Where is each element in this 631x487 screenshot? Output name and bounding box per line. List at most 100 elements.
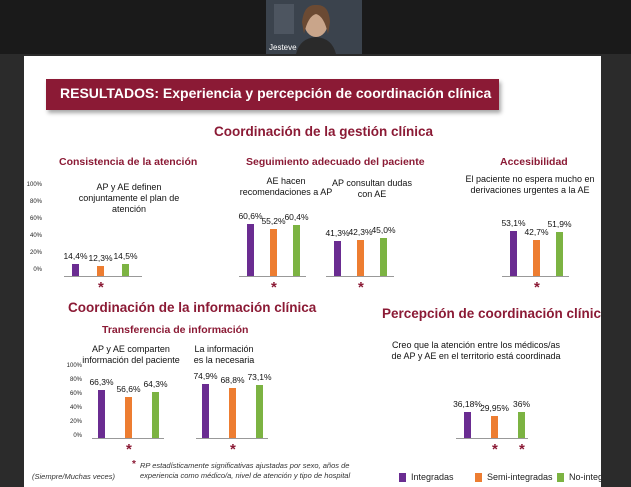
bar-value-label: 66,3% xyxy=(89,377,114,388)
bar-charts: 14,4% 12,3% 14,5% * 60,6% 55,2% 60,4% * 41,3% 42,… xyxy=(24,56,601,487)
bar-value-label: 29,95% xyxy=(480,403,509,414)
bar-value-label: 42,3% xyxy=(348,227,373,238)
y-tick: 40% xyxy=(69,405,82,411)
bar-value-label: 36,18% xyxy=(453,398,482,409)
bar-value-label: 36% xyxy=(512,399,530,410)
chart-bar xyxy=(293,224,300,276)
bar-value-label: 74,9% xyxy=(193,371,218,382)
chart-bar xyxy=(357,240,364,276)
bar-value-label: 60,6% xyxy=(238,211,263,222)
legend-label: Semi-integradas xyxy=(487,472,553,482)
footnote-asterisk: * xyxy=(132,459,136,470)
bar-value-label: 42,7% xyxy=(524,226,549,237)
chart-bar xyxy=(247,224,254,276)
question-recomendaciones: AE hacen recomendaciones a AP xyxy=(239,176,333,197)
chart-bar xyxy=(556,231,563,276)
y-tick: 80% xyxy=(69,377,82,383)
chart-baseline xyxy=(239,276,306,277)
question-consultan-dudas: AP consultan dudas con AE xyxy=(332,178,412,199)
chart-bar xyxy=(464,411,471,438)
bar-value-label: 51,9% xyxy=(547,218,572,229)
chart-bar xyxy=(122,263,129,276)
chart-bar xyxy=(202,384,209,438)
slide-title: RESULTADOS: Experiencia y percepción de … xyxy=(60,85,492,101)
participant-name: Jesteve xyxy=(269,43,297,52)
question-coordinada: Creo que la atención entre los médicos/a… xyxy=(391,340,561,361)
y-tick: 20% xyxy=(29,250,42,256)
significance-asterisk: * xyxy=(534,279,540,296)
y-tick: 20% xyxy=(69,419,82,425)
significance-asterisk: * xyxy=(358,279,364,296)
legend-swatch-no xyxy=(557,473,564,482)
chart-bar xyxy=(256,385,263,438)
chart-bar xyxy=(270,229,277,276)
bar-value-label: 53,1% xyxy=(501,217,526,228)
webcam-thumbnail[interactable]: Jesteve xyxy=(266,0,362,54)
footnote-significance: RP estadísticamente significativas ajust… xyxy=(140,461,351,480)
significance-asterisk: * xyxy=(519,441,525,458)
chart-bar xyxy=(125,397,132,438)
bar-value-label: 60,4% xyxy=(284,211,309,222)
y-axis-bottom: 100% 80% 60% 40% 20% 0% xyxy=(66,363,86,443)
section-title-gestion: Coordinación de la gestión clínica xyxy=(214,124,434,139)
legend-label: Integradas xyxy=(411,472,454,482)
bar-value-label: 45,0% xyxy=(371,224,396,235)
chart-bar xyxy=(97,265,104,276)
chart-bar xyxy=(72,263,79,276)
y-tick: 0% xyxy=(33,267,42,273)
legend-swatch-integradas xyxy=(399,473,406,482)
chart-bar xyxy=(510,230,517,276)
bar-value-label: 14,4% xyxy=(63,250,88,261)
bar-value-label: 56,6% xyxy=(116,384,141,395)
significance-asterisk: * xyxy=(98,279,104,296)
significance-asterisk: * xyxy=(271,279,277,296)
section-title-informacion: Coordinación de la información clínica xyxy=(68,300,317,315)
question-necesaria: La información es la necesaria xyxy=(193,344,255,365)
chart-baseline xyxy=(326,276,394,277)
y-tick: 100% xyxy=(26,182,42,188)
chart-baseline xyxy=(456,438,528,439)
y-tick: 60% xyxy=(29,216,42,222)
bar-value-label: 64,3% xyxy=(143,378,168,389)
y-tick: 40% xyxy=(29,233,42,239)
legend-label: No-integradas xyxy=(569,472,601,482)
question-espera: El paciente no espera mucho en derivacio… xyxy=(465,174,595,195)
bar-value-label: 55,2% xyxy=(261,216,286,227)
chart-bar xyxy=(152,391,159,438)
chart-baseline xyxy=(502,276,569,277)
bar-value-label: 12,3% xyxy=(88,252,113,263)
question-plan-atencion: AP y AE definen conjuntamente el plan de… xyxy=(78,182,180,214)
chart-baseline xyxy=(92,438,164,439)
section-title-percepcion: Percepción de coordinación clínica xyxy=(382,306,601,321)
presentation-slide: RESULTADOS: Experiencia y percepción de … xyxy=(24,56,601,487)
question-comparten: AP y AE comparten información del pacien… xyxy=(82,344,180,365)
bar-value-label: 41,3% xyxy=(325,227,350,238)
bar-value-label: 68,8% xyxy=(220,375,245,386)
chart-bar xyxy=(518,412,525,438)
chart-baseline xyxy=(196,438,268,439)
participant-video xyxy=(266,0,362,54)
footnote-frequency: (Siempre/Muchas veces) xyxy=(32,472,115,481)
y-tick: 80% xyxy=(29,199,42,205)
chart-bar xyxy=(98,390,105,438)
bar-value-label: 14,5% xyxy=(113,250,138,261)
slide-title-banner: RESULTADOS: Experiencia y percepción de … xyxy=(46,79,499,110)
chart-baseline xyxy=(64,276,142,277)
chart-bar xyxy=(380,237,387,276)
significance-asterisk: * xyxy=(126,441,132,458)
legend-swatch-semi xyxy=(475,473,482,482)
y-tick: 60% xyxy=(69,391,82,397)
subsection-seguimiento: Seguimiento adecuado del paciente xyxy=(246,156,425,168)
y-tick: 100% xyxy=(66,363,82,369)
significance-asterisk: * xyxy=(492,441,498,458)
y-tick: 0% xyxy=(73,433,82,439)
subsection-accesibilidad: Accesibilidad xyxy=(500,156,568,168)
subsection-consistencia: Consistencia de la atención xyxy=(59,156,198,168)
chart-bar xyxy=(334,240,341,276)
significance-asterisk: * xyxy=(230,441,236,458)
chart-bar xyxy=(533,239,540,276)
bar-value-label: 73,1% xyxy=(247,372,272,383)
y-axis-top: 100% 80% 60% 40% 20% 0% xyxy=(26,182,46,278)
subsection-transferencia: Transferencia de información xyxy=(102,324,249,336)
chart-bar xyxy=(229,388,236,438)
